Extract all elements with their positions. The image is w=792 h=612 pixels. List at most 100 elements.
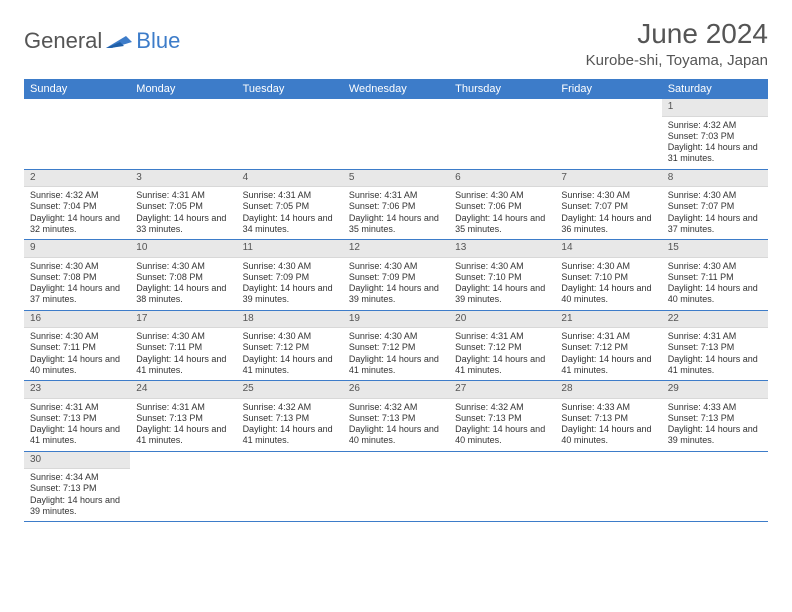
- day-body: Sunrise: 4:32 AMSunset: 7:13 PMDaylight:…: [237, 399, 343, 451]
- calendar-day: 29Sunrise: 4:33 AMSunset: 7:13 PMDayligh…: [662, 381, 768, 451]
- day-body: Sunrise: 4:31 AMSunset: 7:05 PMDaylight:…: [237, 187, 343, 239]
- day-number: 20: [449, 311, 555, 329]
- daylight-line: Daylight: 14 hours and 41 minutes.: [243, 424, 337, 447]
- sunset-line: Sunset: 7:13 PM: [455, 413, 549, 424]
- calendar-empty: [555, 99, 661, 169]
- sunrise-line: Sunrise: 4:30 AM: [561, 190, 655, 201]
- calendar-day: 15Sunrise: 4:30 AMSunset: 7:11 PMDayligh…: [662, 240, 768, 310]
- sunrise-line: Sunrise: 4:30 AM: [668, 261, 762, 272]
- daylight-line: Daylight: 14 hours and 41 minutes.: [30, 424, 124, 447]
- sunset-line: Sunset: 7:13 PM: [30, 413, 124, 424]
- sunrise-line: Sunrise: 4:30 AM: [30, 331, 124, 342]
- daylight-line: Daylight: 14 hours and 39 minutes.: [349, 283, 443, 306]
- sunset-line: Sunset: 7:06 PM: [349, 201, 443, 212]
- daylight-line: Daylight: 14 hours and 40 minutes.: [668, 283, 762, 306]
- sunrise-line: Sunrise: 4:30 AM: [455, 261, 549, 272]
- sunrise-line: Sunrise: 4:33 AM: [668, 402, 762, 413]
- sunset-line: Sunset: 7:12 PM: [455, 342, 549, 353]
- sunset-line: Sunset: 7:13 PM: [243, 413, 337, 424]
- day-body: Sunrise: 4:32 AMSunset: 7:04 PMDaylight:…: [24, 187, 130, 239]
- sunrise-line: Sunrise: 4:31 AM: [561, 331, 655, 342]
- day-number: 23: [24, 381, 130, 399]
- day-body: Sunrise: 4:30 AMSunset: 7:12 PMDaylight:…: [343, 328, 449, 380]
- weekday-label: Tuesday: [237, 79, 343, 99]
- calendar-empty: [237, 99, 343, 169]
- daylight-line: Daylight: 14 hours and 39 minutes.: [30, 495, 124, 518]
- calendar-empty: [130, 452, 236, 522]
- day-body: Sunrise: 4:30 AMSunset: 7:11 PMDaylight:…: [662, 258, 768, 310]
- daylight-line: Daylight: 14 hours and 41 minutes.: [349, 354, 443, 377]
- calendar-day: 7Sunrise: 4:30 AMSunset: 7:07 PMDaylight…: [555, 170, 661, 240]
- sunset-line: Sunset: 7:11 PM: [30, 342, 124, 353]
- sunset-line: Sunset: 7:13 PM: [349, 413, 443, 424]
- day-body: Sunrise: 4:31 AMSunset: 7:12 PMDaylight:…: [449, 328, 555, 380]
- calendar-day: 30Sunrise: 4:34 AMSunset: 7:13 PMDayligh…: [24, 452, 130, 522]
- sunrise-line: Sunrise: 4:34 AM: [30, 472, 124, 483]
- calendar-day: 5Sunrise: 4:31 AMSunset: 7:06 PMDaylight…: [343, 170, 449, 240]
- day-body: Sunrise: 4:32 AMSunset: 7:13 PMDaylight:…: [343, 399, 449, 451]
- daylight-line: Daylight: 14 hours and 35 minutes.: [455, 213, 549, 236]
- calendar-empty: [449, 452, 555, 522]
- sunset-line: Sunset: 7:12 PM: [349, 342, 443, 353]
- day-number: 24: [130, 381, 236, 399]
- sunrise-line: Sunrise: 4:31 AM: [349, 190, 443, 201]
- day-number: 2: [24, 170, 130, 188]
- calendar-day: 8Sunrise: 4:30 AMSunset: 7:07 PMDaylight…: [662, 170, 768, 240]
- sunset-line: Sunset: 7:09 PM: [349, 272, 443, 283]
- day-body: Sunrise: 4:30 AMSunset: 7:08 PMDaylight:…: [24, 258, 130, 310]
- daylight-line: Daylight: 14 hours and 40 minutes.: [455, 424, 549, 447]
- daylight-line: Daylight: 14 hours and 37 minutes.: [30, 283, 124, 306]
- sunrise-line: Sunrise: 4:31 AM: [455, 331, 549, 342]
- day-body: Sunrise: 4:30 AMSunset: 7:09 PMDaylight:…: [237, 258, 343, 310]
- daylight-line: Daylight: 14 hours and 41 minutes.: [243, 354, 337, 377]
- logo-text-a: General: [24, 28, 102, 54]
- day-body: Sunrise: 4:30 AMSunset: 7:10 PMDaylight:…: [555, 258, 661, 310]
- calendar-empty: [662, 452, 768, 522]
- daylight-line: Daylight: 14 hours and 34 minutes.: [243, 213, 337, 236]
- day-number: 7: [555, 170, 661, 188]
- day-number: 25: [237, 381, 343, 399]
- sunset-line: Sunset: 7:11 PM: [136, 342, 230, 353]
- calendar-empty: [343, 452, 449, 522]
- sunset-line: Sunset: 7:08 PM: [136, 272, 230, 283]
- sunrise-line: Sunrise: 4:30 AM: [349, 331, 443, 342]
- day-body: Sunrise: 4:31 AMSunset: 7:06 PMDaylight:…: [343, 187, 449, 239]
- daylight-line: Daylight: 14 hours and 39 minutes.: [455, 283, 549, 306]
- day-body: Sunrise: 4:33 AMSunset: 7:13 PMDaylight:…: [555, 399, 661, 451]
- daylight-line: Daylight: 14 hours and 40 minutes.: [349, 424, 443, 447]
- day-number: 15: [662, 240, 768, 258]
- sunrise-line: Sunrise: 4:30 AM: [136, 331, 230, 342]
- weekday-label: Friday: [555, 79, 661, 99]
- weekday-label: Saturday: [662, 79, 768, 99]
- calendar-empty: [237, 452, 343, 522]
- calendar-empty: [130, 99, 236, 169]
- day-body: Sunrise: 4:32 AMSunset: 7:13 PMDaylight:…: [449, 399, 555, 451]
- day-body: Sunrise: 4:31 AMSunset: 7:12 PMDaylight:…: [555, 328, 661, 380]
- calendar-day: 14Sunrise: 4:30 AMSunset: 7:10 PMDayligh…: [555, 240, 661, 310]
- sunrise-line: Sunrise: 4:32 AM: [243, 402, 337, 413]
- sunset-line: Sunset: 7:05 PM: [243, 201, 337, 212]
- sunset-line: Sunset: 7:10 PM: [455, 272, 549, 283]
- day-body: Sunrise: 4:30 AMSunset: 7:11 PMDaylight:…: [24, 328, 130, 380]
- calendar-day: 9Sunrise: 4:30 AMSunset: 7:08 PMDaylight…: [24, 240, 130, 310]
- day-number: 11: [237, 240, 343, 258]
- flag-icon: [106, 32, 132, 50]
- daylight-line: Daylight: 14 hours and 41 minutes.: [455, 354, 549, 377]
- calendar-day: 21Sunrise: 4:31 AMSunset: 7:12 PMDayligh…: [555, 311, 661, 381]
- calendar-day: 23Sunrise: 4:31 AMSunset: 7:13 PMDayligh…: [24, 381, 130, 451]
- calendar-empty: [343, 99, 449, 169]
- sunrise-line: Sunrise: 4:30 AM: [561, 261, 655, 272]
- calendar-day: 25Sunrise: 4:32 AMSunset: 7:13 PMDayligh…: [237, 381, 343, 451]
- sunset-line: Sunset: 7:07 PM: [561, 201, 655, 212]
- sunrise-line: Sunrise: 4:30 AM: [455, 190, 549, 201]
- weekday-label: Sunday: [24, 79, 130, 99]
- sunrise-line: Sunrise: 4:33 AM: [561, 402, 655, 413]
- calendar-day: 2Sunrise: 4:32 AMSunset: 7:04 PMDaylight…: [24, 170, 130, 240]
- sunrise-line: Sunrise: 4:30 AM: [243, 331, 337, 342]
- day-number: 8: [662, 170, 768, 188]
- sunset-line: Sunset: 7:08 PM: [30, 272, 124, 283]
- daylight-line: Daylight: 14 hours and 36 minutes.: [561, 213, 655, 236]
- calendar-day: 20Sunrise: 4:31 AMSunset: 7:12 PMDayligh…: [449, 311, 555, 381]
- day-body: Sunrise: 4:30 AMSunset: 7:07 PMDaylight:…: [555, 187, 661, 239]
- day-body: Sunrise: 4:30 AMSunset: 7:07 PMDaylight:…: [662, 187, 768, 239]
